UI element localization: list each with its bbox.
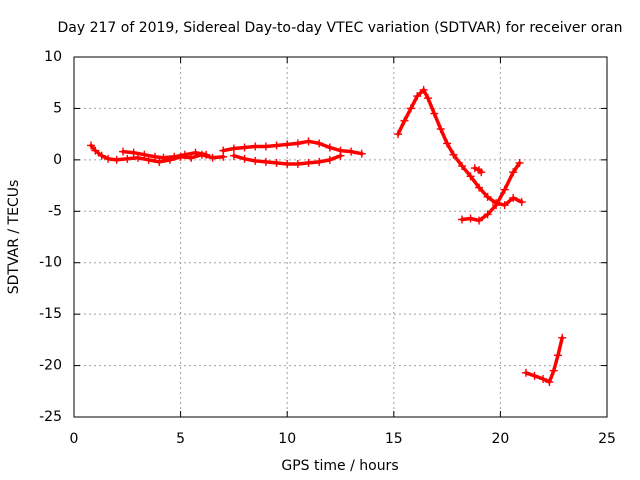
x-axis-label: GPS time / hours <box>281 458 398 474</box>
data-point <box>191 148 200 157</box>
data-point <box>202 150 211 159</box>
data-point <box>140 150 149 159</box>
data-point <box>423 94 432 103</box>
data-point <box>539 374 548 383</box>
data-point <box>500 201 509 210</box>
data-point <box>151 152 160 161</box>
data-point <box>466 172 475 181</box>
data-point <box>558 333 567 342</box>
data-point <box>272 141 281 150</box>
data-point <box>293 159 302 168</box>
data-point <box>400 116 409 125</box>
data-point <box>325 143 334 152</box>
data-point <box>261 142 270 151</box>
data-point <box>530 371 539 380</box>
data-point <box>304 158 313 167</box>
data-point <box>261 157 270 166</box>
data-point <box>549 366 558 375</box>
data-point <box>443 139 452 148</box>
data-point <box>449 150 458 159</box>
y-tick-label: -5 <box>48 203 62 219</box>
data-point <box>91 146 100 155</box>
data-point <box>180 150 189 159</box>
data-point <box>475 216 484 225</box>
data-point <box>119 147 128 156</box>
data-point <box>155 157 164 166</box>
data-point <box>336 146 345 155</box>
series-layer <box>87 85 567 387</box>
data-point <box>466 214 475 223</box>
y-tick-label: -25 <box>39 409 62 425</box>
data-point <box>208 153 217 162</box>
y-tick-label: 10 <box>44 49 62 65</box>
y-axis-label: SDTVAR / TECUs <box>6 180 22 295</box>
y-tick-label: -10 <box>39 255 62 271</box>
data-point <box>517 198 526 207</box>
data-point <box>229 144 238 153</box>
data-point <box>357 149 366 158</box>
data-point <box>509 168 518 177</box>
data-point <box>315 157 324 166</box>
data-point <box>394 130 403 139</box>
data-point <box>315 139 324 148</box>
data-point <box>553 351 562 360</box>
data-point <box>430 109 439 118</box>
data-point <box>240 154 249 163</box>
grid-layer <box>74 57 607 417</box>
x-tick-label: 15 <box>385 431 403 447</box>
data-point <box>304 137 313 146</box>
data-point <box>413 92 422 101</box>
data-point <box>293 139 302 148</box>
series-line-arc-5 <box>328 145 364 156</box>
data-point <box>240 143 249 152</box>
data-point <box>515 158 524 167</box>
y-tick-label: 5 <box>53 100 62 116</box>
data-point <box>229 151 238 160</box>
data-point <box>325 155 334 164</box>
data-point <box>97 151 106 160</box>
x-tick-label: 10 <box>278 431 296 447</box>
data-point <box>251 156 260 165</box>
data-point <box>347 147 356 156</box>
data-point <box>545 378 554 387</box>
plot-frame <box>73 56 608 418</box>
data-point <box>87 141 96 150</box>
data-point <box>492 201 501 210</box>
data-point <box>112 155 121 164</box>
data-point <box>272 158 281 167</box>
data-point <box>283 159 292 168</box>
data-point <box>458 215 467 224</box>
x-tick-label: 5 <box>176 431 185 447</box>
data-point <box>104 154 113 163</box>
y-tick-label: 0 <box>53 152 62 168</box>
data-point <box>123 154 132 163</box>
data-point <box>283 140 292 149</box>
data-point <box>129 148 138 157</box>
y-tick-label: -20 <box>39 358 62 374</box>
y-tick-label: -15 <box>39 306 62 322</box>
data-point <box>521 368 530 377</box>
x-tick-label: 25 <box>598 431 616 447</box>
series-line-arc-6 <box>396 88 524 207</box>
data-point <box>170 152 179 161</box>
data-point <box>500 185 509 194</box>
data-point <box>436 125 445 133</box>
data-point <box>406 104 415 113</box>
data-point <box>419 85 428 94</box>
data-point <box>475 183 484 192</box>
data-point <box>509 193 518 202</box>
data-point <box>251 142 260 151</box>
data-point <box>470 164 479 173</box>
x-tick-label: 0 <box>70 431 79 447</box>
data-point <box>159 153 168 162</box>
data-point <box>483 210 492 219</box>
data-point <box>477 168 486 177</box>
data-point <box>458 162 467 171</box>
x-tick-label: 20 <box>491 431 509 447</box>
chart-title: Day 217 of 2019, Sidereal Day-to-day VTE… <box>58 20 623 36</box>
data-point <box>219 146 228 155</box>
data-point <box>483 192 492 201</box>
